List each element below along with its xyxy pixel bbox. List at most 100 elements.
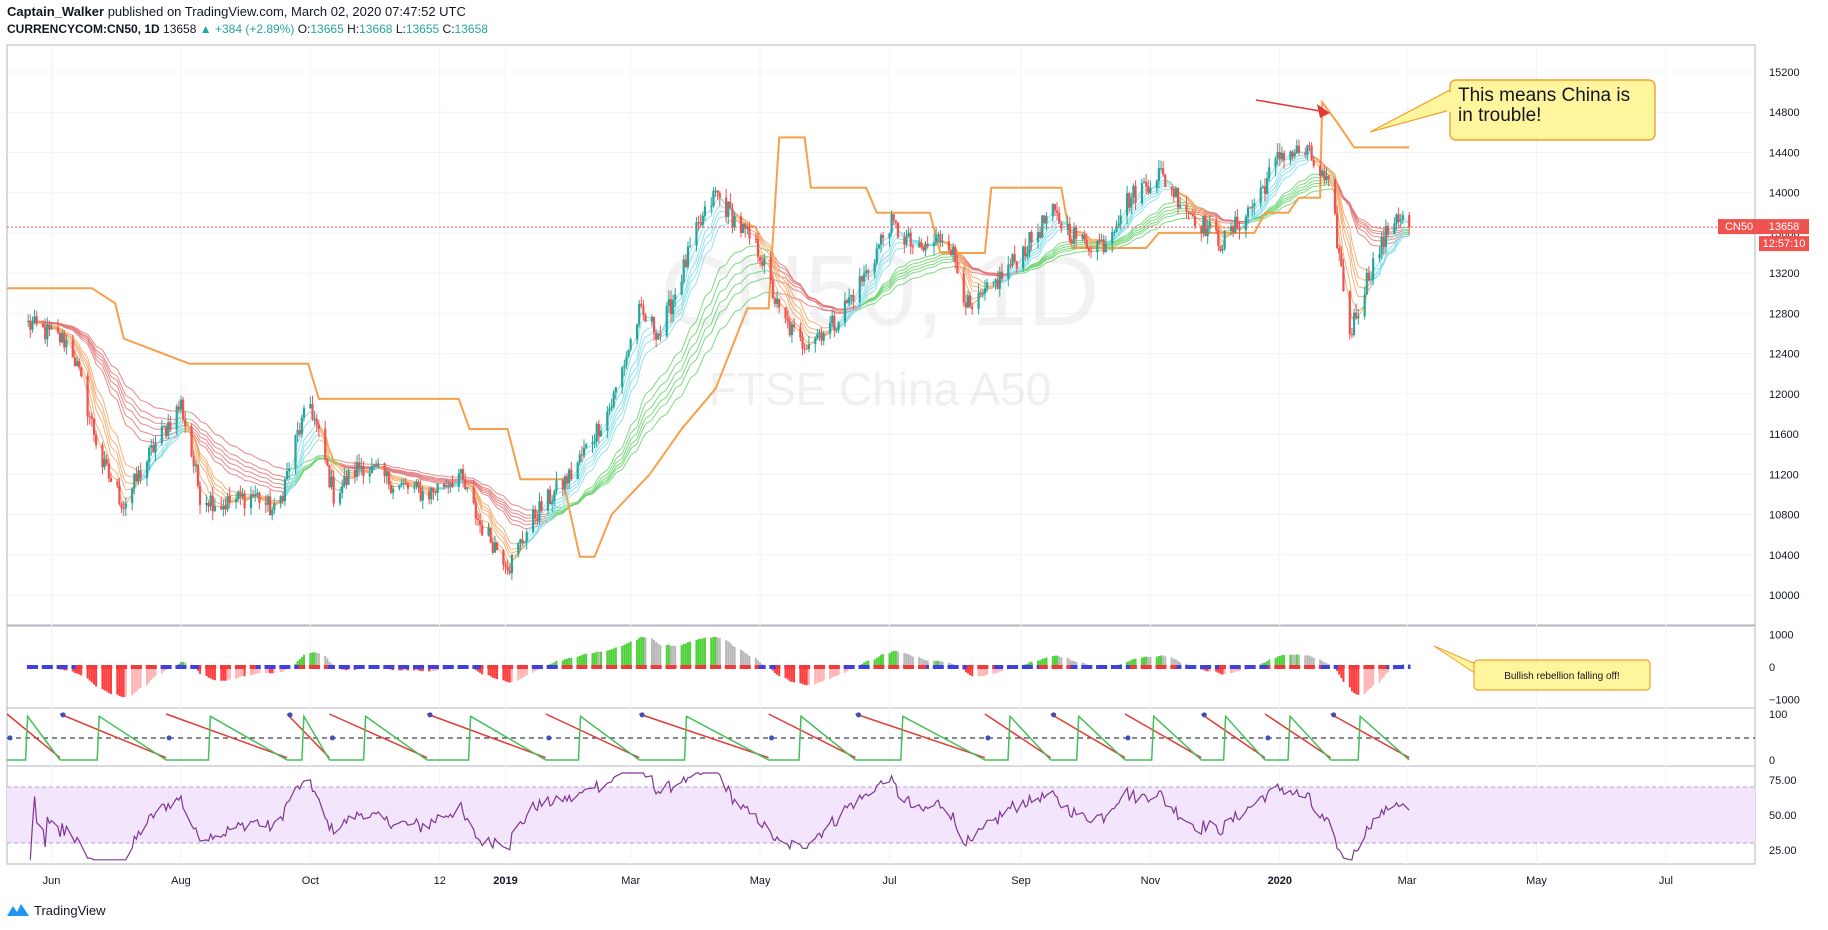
zero-dot: [457, 665, 461, 669]
candle-body: [103, 459, 106, 468]
histogram-bar: [525, 667, 528, 676]
momentum-axis[interactable]: 1000 0 −1000: [1769, 629, 1800, 706]
zero-dot: [1117, 665, 1120, 669]
zero-dot: [268, 665, 272, 669]
histogram-bar: [888, 653, 891, 667]
main-pane[interactable]: [6, 44, 1756, 626]
histogram-bar: [742, 651, 745, 667]
histogram-bar: [778, 667, 781, 677]
candle-body: [71, 339, 74, 358]
zero-dot: [491, 665, 495, 669]
zero-dot: [105, 665, 109, 669]
histogram-bar: [207, 667, 210, 678]
oscillator-axis[interactable]: 100 0: [1769, 709, 1787, 767]
candle-body: [1147, 185, 1150, 193]
zero-dot: [1382, 665, 1386, 669]
histogram-bar: [727, 641, 730, 667]
histogram-bar: [1312, 657, 1315, 667]
histogram-bar: [986, 667, 989, 675]
candle-body: [578, 454, 581, 463]
candle-body: [667, 299, 670, 307]
time-axis[interactable]: Jun Aug Oct 12 2019 Mar May Jul Sep Nov 2020 Mar May…: [43, 875, 1673, 887]
candle-body: [614, 387, 617, 393]
zero-dot: [593, 665, 596, 669]
zero-dot: [258, 665, 261, 669]
main-callout[interactable]: This means China is in trouble!: [1369, 79, 1656, 141]
candle-body: [1268, 167, 1271, 179]
histogram-bar: [992, 667, 995, 674]
zero-dot: [642, 665, 645, 669]
zero-dot: [790, 665, 794, 669]
tradingview-brand[interactable]: TradingView: [6, 902, 106, 918]
histogram-bar: [843, 667, 846, 673]
candle-body: [985, 282, 989, 289]
zero-dot: [122, 665, 125, 669]
zero-dot: [459, 665, 463, 669]
oscillator-dot: [769, 735, 775, 741]
zero-dot: [1320, 665, 1324, 669]
zero-dot: [924, 665, 927, 669]
candle-body: [699, 222, 702, 225]
histogram-bar: [570, 657, 573, 667]
zero-dot: [487, 665, 490, 669]
zero-dot: [1200, 665, 1203, 669]
zero-dot: [697, 665, 700, 669]
histogram-bar: [964, 667, 967, 673]
time-tick-label: May: [750, 875, 771, 887]
histogram-bar: [150, 667, 153, 680]
price-tick-label: 14800: [1769, 107, 1800, 119]
zero-dot: [264, 665, 268, 669]
candle-body: [1185, 204, 1188, 212]
zero-dot: [449, 665, 452, 669]
candle-body: [33, 316, 36, 324]
candle-body: [1333, 178, 1337, 214]
price-tick-label: 11200: [1769, 469, 1799, 481]
candle-body: [538, 501, 541, 522]
candle-body: [534, 509, 537, 519]
sub-callout[interactable]: Bullish rebellion falling off!: [1433, 645, 1651, 691]
zero-dot: [1038, 665, 1042, 669]
zero-dot: [135, 665, 138, 669]
candle-body: [398, 485, 401, 489]
histogram-bar: [784, 667, 787, 678]
zero-dot: [565, 665, 569, 669]
zero-dot: [926, 665, 929, 669]
candle-body: [389, 484, 393, 493]
candle-body: [593, 441, 596, 443]
histogram-bar: [273, 667, 276, 673]
rsi-axis[interactable]: 75.00 50.00 25.00: [1769, 775, 1797, 857]
last-price: 13658: [163, 22, 197, 36]
zero-dot: [1066, 665, 1069, 669]
candle-body: [1263, 186, 1267, 194]
candle-body: [86, 376, 89, 417]
candle-body: [1408, 215, 1411, 228]
histogram-bar: [623, 644, 626, 667]
histogram-bar: [1289, 654, 1292, 667]
candle-body: [1130, 197, 1133, 208]
histogram-bar: [237, 667, 240, 678]
histogram-bar: [1297, 654, 1300, 667]
zero-dot: [1327, 665, 1330, 669]
zero-dot: [1312, 665, 1316, 669]
zero-dot: [553, 665, 556, 669]
price-axis[interactable]: 10000 10400 10800 11200 11600 12000 12400 12800…: [1769, 67, 1800, 602]
zero-dot: [968, 665, 972, 669]
histogram-bar: [519, 667, 522, 679]
candle-body: [865, 270, 868, 274]
histogram-bar: [831, 667, 834, 678]
candle-body: [1089, 250, 1093, 253]
histogram-bar: [86, 667, 89, 679]
candle-body: [792, 324, 796, 328]
oscillator-pane[interactable]: [6, 707, 1756, 767]
author-name[interactable]: Captain_Walker: [7, 4, 105, 19]
histogram-bar: [1342, 667, 1345, 682]
histogram-bar: [313, 652, 316, 667]
histogram-bar: [829, 667, 832, 680]
zero-dot: [1191, 665, 1195, 669]
zero-dot: [1216, 665, 1220, 669]
candle-body: [746, 226, 749, 229]
histogram-bar: [1274, 658, 1277, 667]
zero-dot: [951, 665, 955, 669]
histogram-bar: [625, 643, 628, 667]
